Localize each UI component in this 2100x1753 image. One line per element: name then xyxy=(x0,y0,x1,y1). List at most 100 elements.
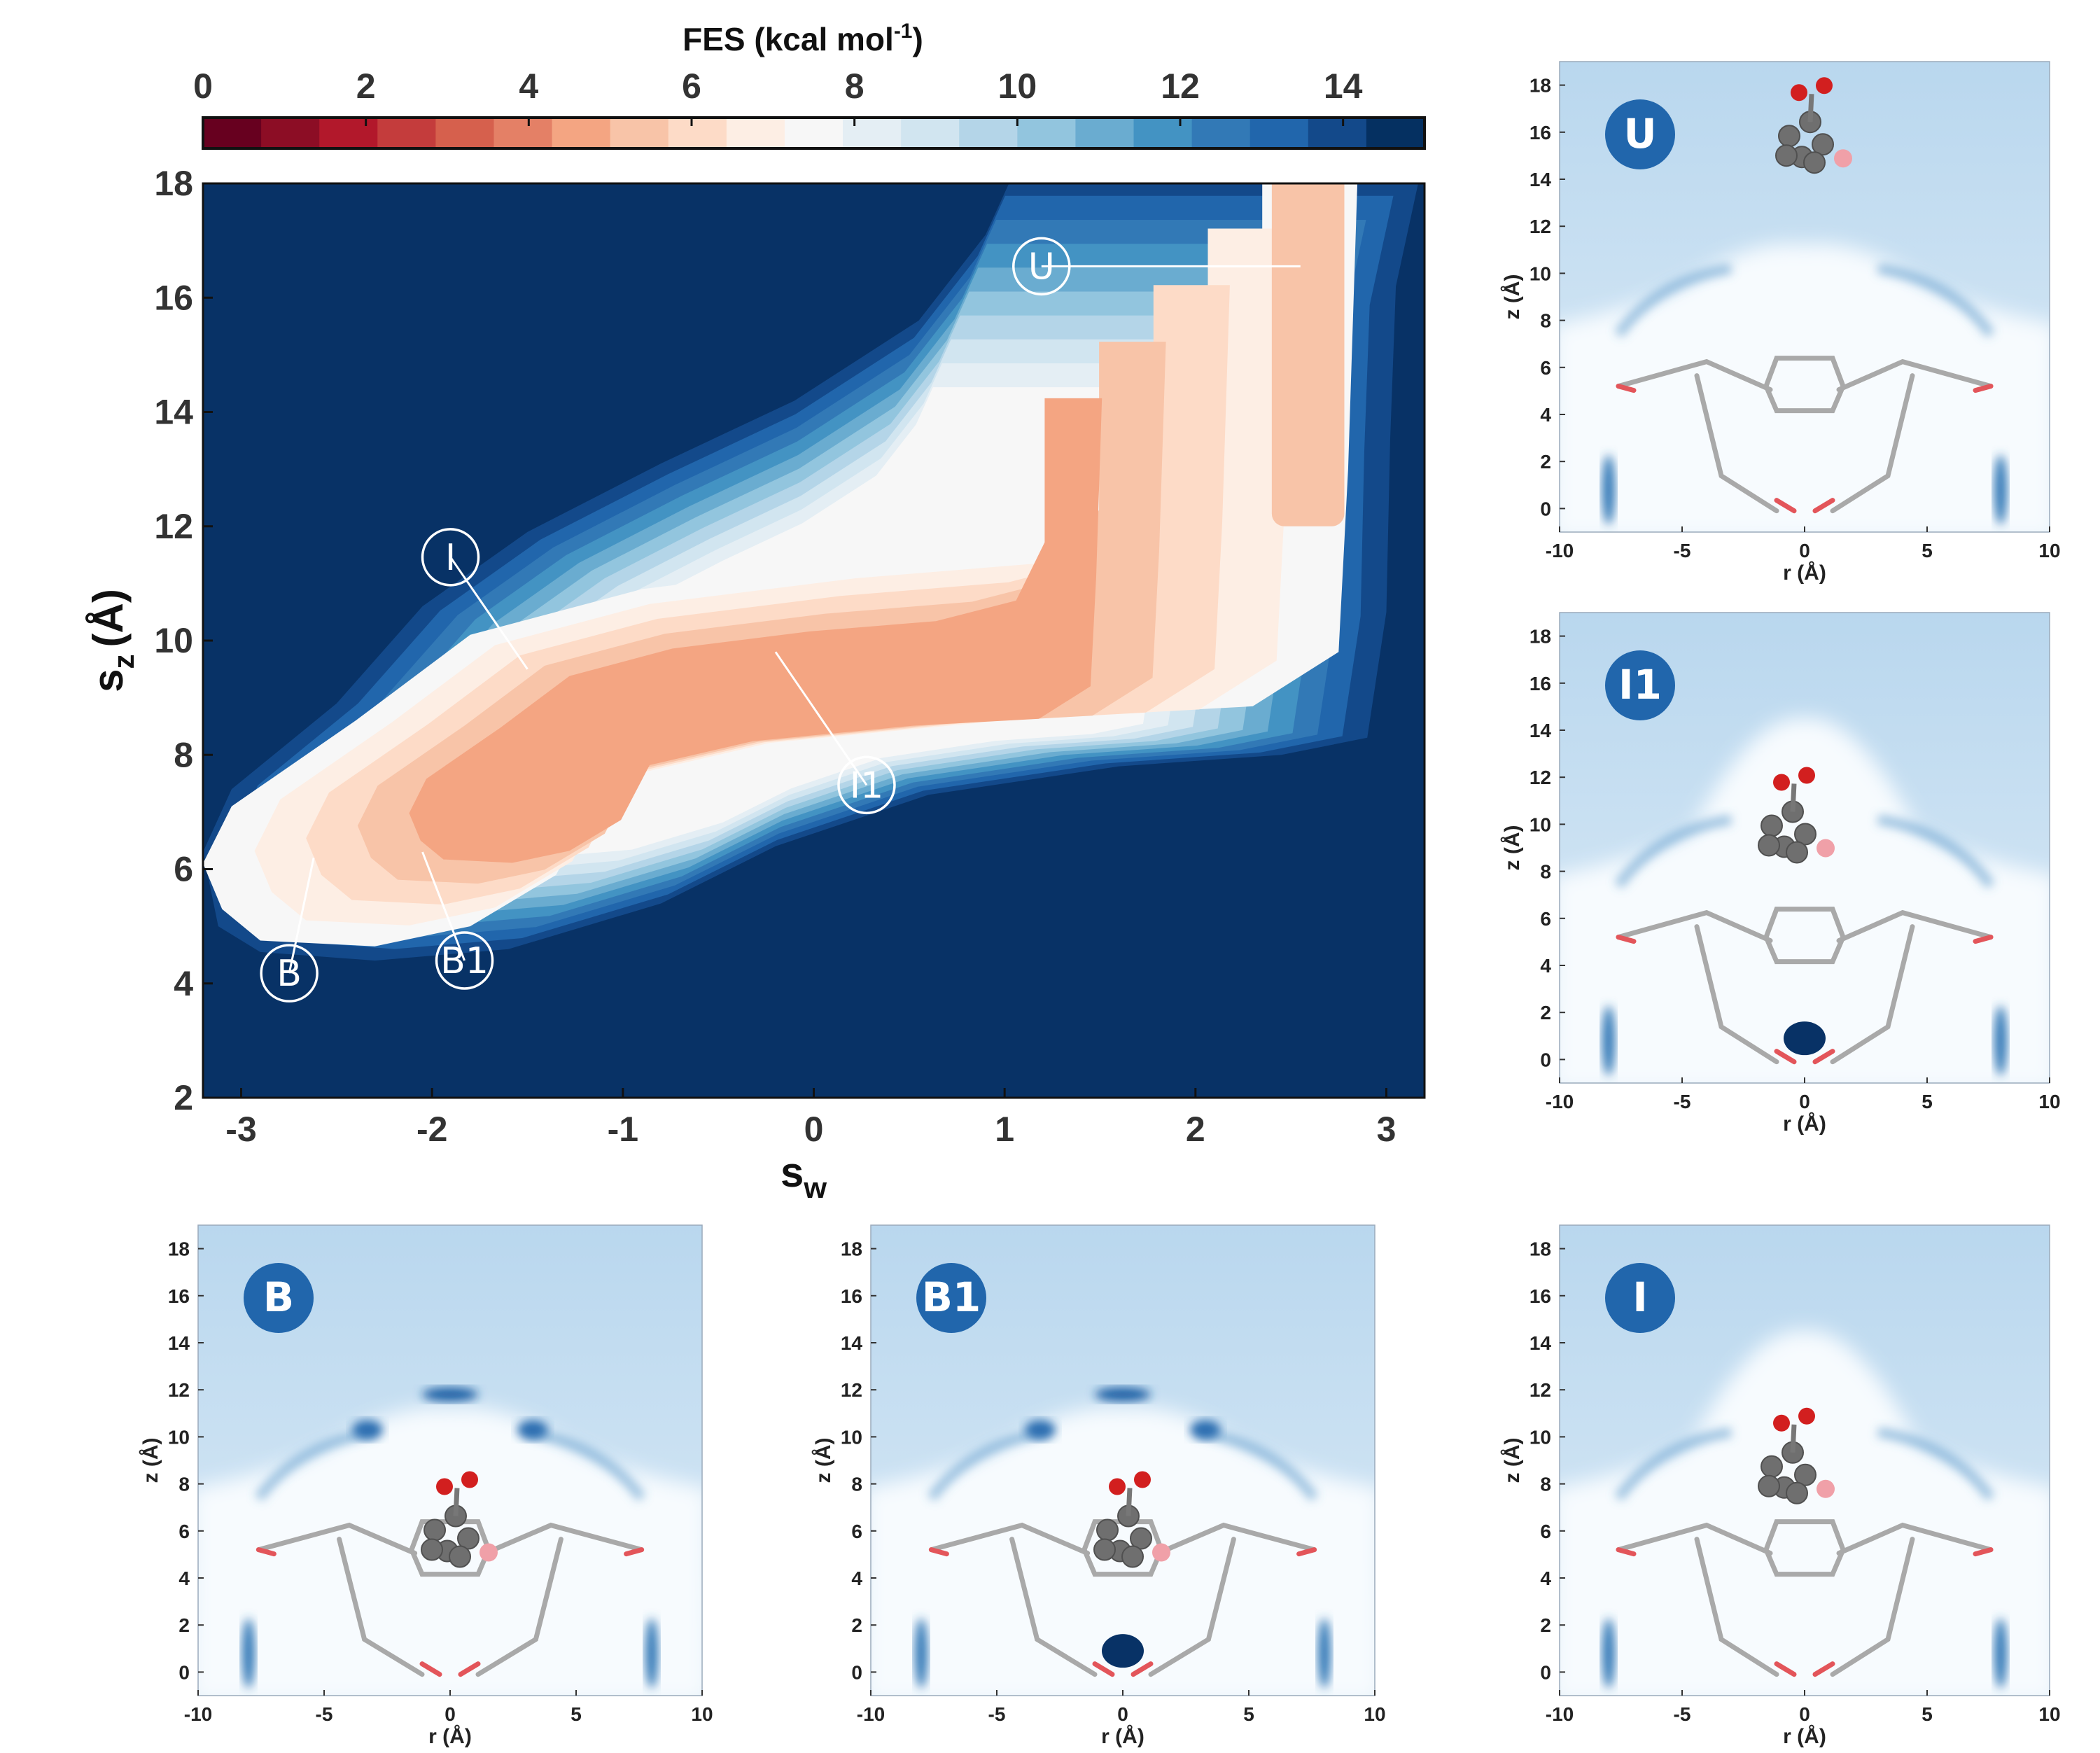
colorbar-cell xyxy=(959,118,1018,148)
basin-annotations: B B1 I I1 U xyxy=(260,237,1301,1003)
colorbar-cell xyxy=(1133,118,1193,148)
panel-y-tick-label: 8 xyxy=(851,1474,862,1495)
panel-streak xyxy=(1994,454,2007,525)
colorbar-tick-label: 14 xyxy=(1324,67,1363,106)
panel-density-spot xyxy=(517,1420,548,1440)
fes-contour-band xyxy=(409,398,1102,863)
panel-y-tick-label: 14 xyxy=(841,1332,863,1354)
panel-badge xyxy=(916,1263,986,1333)
cavitand-structure xyxy=(1616,1519,1994,1677)
colorbar-ticks: 0 2 4 6 8 10 12 14 xyxy=(193,67,1363,126)
colorbar-cell xyxy=(726,118,785,148)
annotation-circle-i xyxy=(421,528,480,587)
colorbar-title: FES (kcal mol-1) xyxy=(682,20,923,57)
panel-x-tick-label: -10 xyxy=(1546,540,1574,561)
colorbar-tick-label: 12 xyxy=(1161,67,1200,106)
panel-x-axis-label: r (Å) xyxy=(1783,561,1826,585)
y-tick-label: 6 xyxy=(174,850,193,889)
panel-badge-label: I1 xyxy=(1618,661,1662,708)
panel-y-tick-label: 4 xyxy=(1540,955,1551,977)
y-tick-label: 8 xyxy=(174,735,193,774)
panel-x-axis-label: r (Å) xyxy=(1783,1725,1826,1748)
y-tick-label: 12 xyxy=(154,507,193,546)
y-tick-label: 14 xyxy=(154,393,193,432)
panel-x-tick-label: 10 xyxy=(691,1703,713,1725)
panel-y-tick-label: 4 xyxy=(178,1567,190,1589)
panel-y-tick-label: 12 xyxy=(1530,767,1551,788)
colorbar-cell xyxy=(1308,118,1367,148)
panel-y-tick-label: 16 xyxy=(1530,122,1551,144)
panel-y-tick-label: 4 xyxy=(1540,404,1551,426)
cavitand-structure xyxy=(928,1519,1317,1677)
colorbar-cell xyxy=(901,118,960,148)
panel-x-axis-label: r (Å) xyxy=(428,1725,472,1748)
x-tick-label: -1 xyxy=(608,1110,638,1149)
panel-x-tick-label: 5 xyxy=(1921,540,1933,561)
colorbar-cell xyxy=(1075,118,1135,148)
colorbar-cell xyxy=(203,118,262,148)
panel-x-tick-label: 5 xyxy=(570,1703,582,1725)
panel-y-tick-label: 10 xyxy=(1530,263,1551,284)
panel-streak xyxy=(645,1618,658,1689)
colorbar-tick-label: 0 xyxy=(193,67,213,106)
panel-x-tick-label: 10 xyxy=(2038,1091,2060,1112)
panel-x-tick-label: -10 xyxy=(857,1703,885,1725)
panel-y-tick-label: 18 xyxy=(1530,75,1551,97)
panel-y-tick-label: 8 xyxy=(178,1474,190,1495)
panel-cavity-density xyxy=(1102,1634,1144,1668)
colorbar-tick-label: 8 xyxy=(845,67,864,106)
colorbar-cell xyxy=(435,118,495,148)
panel-x-tick-label: 10 xyxy=(1364,1703,1385,1725)
colorbar-tick-label: 2 xyxy=(356,67,376,106)
panel-shell-left xyxy=(1614,1427,1732,1501)
panel-y-tick-label: 14 xyxy=(1530,169,1552,190)
panel-y-tick-label: 10 xyxy=(168,1426,190,1448)
panel-y-tick-label: 0 xyxy=(178,1661,190,1683)
y-tick-label: 4 xyxy=(174,964,193,1003)
annotation-leader-b1 xyxy=(421,851,465,961)
panel-cavity-density xyxy=(1784,1021,1826,1056)
panel-y-tick-label: 4 xyxy=(1540,1567,1551,1589)
panel-y-tick-label: 6 xyxy=(1540,357,1551,379)
panel-b1: B1 0 2 4 6 8 10 12 14 16 18 -10 -5 0 5 10 r (Å) z (Å) xyxy=(812,1224,1386,1748)
colorbar-cell xyxy=(1250,118,1309,148)
colorbar-cell xyxy=(377,118,436,148)
annotation-label-b: B xyxy=(276,953,302,995)
colorbar-tick-label: 6 xyxy=(682,67,701,106)
panel-streak xyxy=(242,1618,255,1689)
panel-badge-label: I xyxy=(1632,1273,1648,1321)
panel-i1: I1 0 2 4 6 8 10 12 14 16 18 -10 -5 0 5 10 r (Å) z (Å) xyxy=(1501,612,2061,1136)
panel-x-tick-label: 5 xyxy=(1243,1703,1254,1725)
colorbar-cell xyxy=(610,118,669,148)
panel-density-spot xyxy=(1095,1387,1151,1402)
panel-badge-label: B1 xyxy=(922,1273,981,1321)
panel-y-tick-label: 0 xyxy=(1540,498,1551,519)
cavitand-structure xyxy=(1616,907,1994,1065)
panel-density-spot xyxy=(352,1420,383,1440)
panel-y-tick-label: 12 xyxy=(168,1379,190,1401)
cavitand-structure xyxy=(1616,356,1994,514)
annotation-label-i: I xyxy=(445,537,456,579)
panel-y-axis-label: z (Å) xyxy=(1501,274,1524,320)
panel-x-axis-label: r (Å) xyxy=(1101,1725,1144,1748)
guest-molecule xyxy=(1093,1471,1170,1568)
panel-shell-right xyxy=(1877,263,1995,337)
colorbar: FES (kcal mol-1) 0 2 4 6 8 10 12 14 xyxy=(193,20,1426,150)
panel-x-tick-label: 0 xyxy=(1799,1703,1810,1725)
annotation-leader-b xyxy=(288,857,315,974)
x-tick-label: 2 xyxy=(1186,1110,1205,1149)
panel-u: U 0 2 4 6 8 10 12 14 16 18 -10 -5 0 5 10 r (Å) z (Å) xyxy=(1501,61,2061,585)
colorbar-tick-label: 10 xyxy=(998,67,1037,106)
panel-badge xyxy=(1605,99,1675,169)
colorbar-cell xyxy=(1191,118,1251,148)
panel-y-tick-label: 6 xyxy=(1540,908,1551,930)
annotation-circle-i1 xyxy=(837,755,896,815)
colorbar-cell xyxy=(261,118,320,148)
panel-y-tick-label: 0 xyxy=(1540,1049,1551,1070)
x-tick-label: 3 xyxy=(1377,1110,1396,1149)
panel-y-tick-label: 6 xyxy=(851,1521,862,1542)
panel-y-tick-label: 18 xyxy=(1530,1238,1551,1260)
